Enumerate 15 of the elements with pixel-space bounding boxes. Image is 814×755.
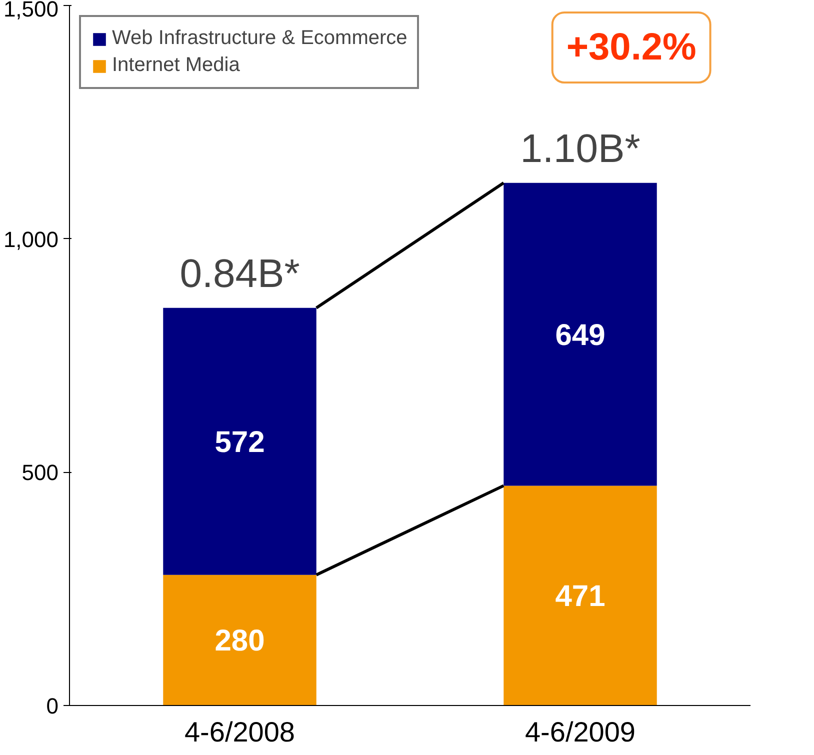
y-tick-label: 500 <box>22 460 59 486</box>
annotation: 0.84B* <box>180 252 300 296</box>
y-tick-label: 1,500 <box>3 0 59 22</box>
annotation: +30.2% <box>566 26 696 68</box>
legend-label: Web Infrastructure & Ecommerce <box>112 27 408 50</box>
legend-label: Internet Media <box>112 54 240 77</box>
y-tick-label: 0 <box>46 694 59 718</box>
data-label: 471 <box>555 580 606 614</box>
x-tick-label: 4-6/2009 <box>524 716 636 748</box>
x-tick-label: 4-6/2008 <box>184 716 296 748</box>
annotation: 1.10B* <box>520 126 640 171</box>
data-label: 649 <box>555 318 606 352</box>
data-label: 572 <box>214 426 265 459</box>
y-tick-label: 1,000 <box>3 226 59 252</box>
data-label: 280 <box>214 624 265 658</box>
